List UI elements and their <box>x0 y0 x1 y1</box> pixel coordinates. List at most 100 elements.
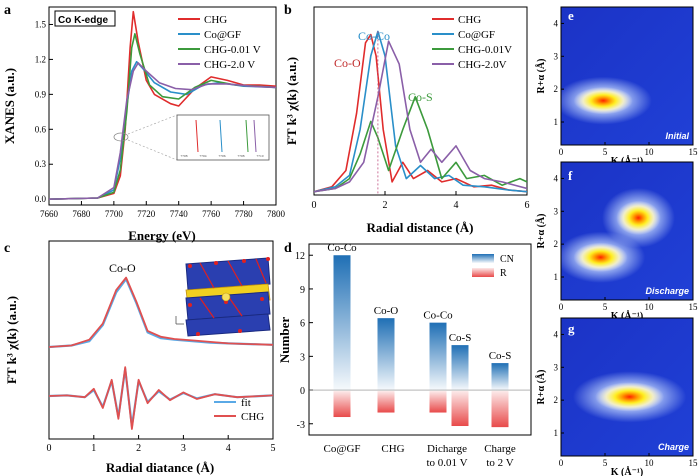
series-magnitude-chg <box>49 276 273 348</box>
x-tick-label: 6 <box>525 200 530 211</box>
y-tick-label: 1.5 <box>35 19 47 29</box>
x-tick-label: 7780 <box>235 209 254 219</box>
x-tick-label: 5 <box>271 443 276 454</box>
x-tick-label: 2 <box>383 200 388 211</box>
x-tick-label: 0 <box>559 147 564 157</box>
panel-a: a 7660 7680 7700 7720 7740 7760 7780 7800 0.0 0.3… <box>2 3 286 243</box>
panel-c-ylabel: FT k³ χ(k) (a.u.) <box>4 296 19 384</box>
bar-label: Co-S <box>489 350 512 362</box>
bar-cn <box>491 363 509 391</box>
legend-label: Co@GF <box>458 29 495 41</box>
x-tick-label: 1 <box>91 443 96 454</box>
panel-b-xlabel: Radial distance (Å) <box>367 220 474 235</box>
legend-label: CN <box>500 254 514 265</box>
legend-label: Co@GF <box>204 29 241 41</box>
legend-label: fit <box>241 397 251 409</box>
legend-label: CHG-0.01V <box>458 44 512 56</box>
panel-label-e: e <box>568 8 574 23</box>
x-tick-label: 4 <box>226 443 231 454</box>
legend-swatch <box>472 268 494 277</box>
inset-line <box>245 119 249 153</box>
panel-g-corner-label: Charge <box>658 442 689 452</box>
y-tick-label: 0 <box>300 386 305 397</box>
x-tick-label: 15 <box>689 458 699 468</box>
heatmap-area <box>561 7 693 145</box>
panel-c: c 0 1 2 3 4 5 Co-O fit CHG Radial diatance (Å)… <box>4 240 276 475</box>
bar-cn <box>429 322 447 391</box>
bar-r <box>451 391 469 427</box>
y-tick-label: 0.6 <box>35 124 47 134</box>
panel-a-label-box <box>54 10 116 27</box>
bar-r <box>429 391 447 413</box>
y-tick-label: 3 <box>554 206 559 216</box>
x-tick-label: 10 <box>645 302 655 312</box>
series-line-chg-2-0-v <box>49 62 276 200</box>
series-line-chg-0-01v <box>314 96 527 193</box>
category-label: CHG <box>381 443 404 455</box>
bar-label: Co-O <box>374 305 399 317</box>
y-tick-label: 1 <box>554 117 559 127</box>
y-tick-label: 4 <box>554 18 559 28</box>
panel-a-zoom-line <box>127 139 178 161</box>
panel-g-ylabel: R+α (Å) <box>535 370 547 405</box>
x-tick-label: 0 <box>47 443 52 454</box>
series-real-chg <box>49 366 273 430</box>
panel-a-xlabel: Energy (eV) <box>128 228 196 243</box>
x-tick-label: 7740 <box>170 209 189 219</box>
series-line-chg <box>49 10 276 200</box>
y-tick-label: 1 <box>554 272 559 282</box>
panel-d-ylabel: Number <box>277 317 292 363</box>
panel-f-axes <box>560 161 694 301</box>
legend-label: CHG <box>204 14 227 26</box>
panel-g-xlabel: K (Å⁻¹) <box>611 466 643 476</box>
bar-label: Co-Co <box>423 310 453 322</box>
y-tick-label: 0.0 <box>35 194 47 204</box>
annotation-co-co-b: Co-Co <box>358 29 390 43</box>
panel-e-ylabel: R+α (Å) <box>535 59 547 94</box>
heatmap-peak <box>573 242 628 273</box>
category-label: Charge <box>484 443 516 455</box>
inset-tick-label: 7710 <box>257 154 264 158</box>
y-tick-label: 2 <box>554 239 559 249</box>
annotation-co-s-b: Co-S <box>408 90 433 104</box>
bar-label: Co-Co <box>327 242 357 254</box>
y-tick-label: 9 <box>300 285 305 296</box>
crystal-structure-image <box>175 257 271 337</box>
series-line-chg-0-01-v <box>49 33 276 200</box>
x-tick-label: 7720 <box>137 209 156 219</box>
heatmap-peak <box>595 382 665 412</box>
y-tick-label: 2 <box>554 84 559 94</box>
inset-tick-label: 7706 <box>219 154 226 158</box>
x-tick-label: 7660 <box>40 209 59 219</box>
x-tick-label: 5 <box>603 302 608 312</box>
x-tick-label: 7700 <box>105 209 124 219</box>
x-tick-label: 7800 <box>267 209 286 219</box>
annotation-co-o-b: Co-O <box>334 56 361 70</box>
category-label: Dicharge <box>427 443 467 455</box>
panel-label-g: g <box>568 321 575 336</box>
y-tick-label: 4 <box>554 173 559 183</box>
panel-a-ylabel: XANES (a.u.) <box>2 68 17 144</box>
x-tick-label: 7760 <box>202 209 221 219</box>
panel-b: b 0 2 4 6 CHG Co@GF CHG-0.01V CHG-2.0V Co-O Co… <box>284 3 530 235</box>
x-tick-label: 0 <box>559 458 564 468</box>
bar-r <box>491 391 509 428</box>
category-label: to 2 V <box>486 457 513 469</box>
panel-a-zoom-line <box>127 114 178 135</box>
y-tick-label: 6 <box>300 319 305 330</box>
legend-label: CHG-2.0V <box>458 59 507 71</box>
panel-f-corner-label: Discharge <box>645 286 689 296</box>
x-tick-label: 2 <box>136 443 141 454</box>
y-tick-label: 0.9 <box>35 89 47 99</box>
panel-label-a: a <box>4 3 11 18</box>
panel-b-ylabel: FT k³ χ(k) (a.u.) <box>284 57 299 145</box>
category-label: to 0.01 V <box>426 457 467 469</box>
y-tick-label: 12 <box>295 251 305 262</box>
y-tick-label: 3 <box>300 352 305 363</box>
x-tick-label: 4 <box>454 200 459 211</box>
panel-g: g Charge 0 5 10 15 1 2 3 4 K (Å⁻¹) R+α (Å) <box>535 317 699 476</box>
y-tick-label: 3 <box>554 51 559 61</box>
x-tick-label: 10 <box>645 147 655 157</box>
heatmap-peak <box>616 200 661 236</box>
